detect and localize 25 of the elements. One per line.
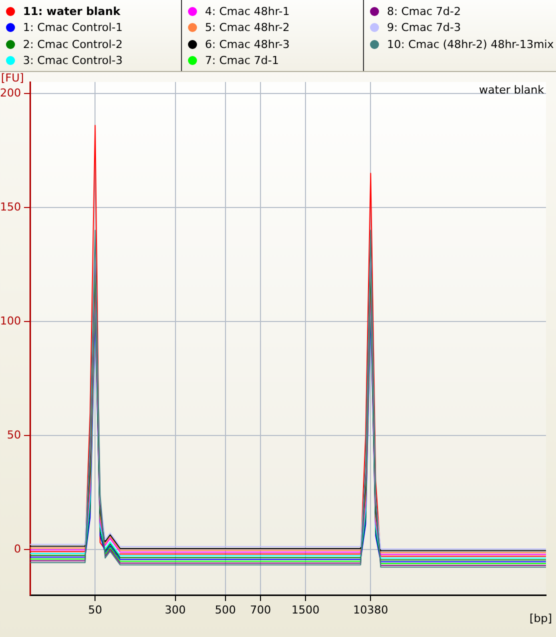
x-tick-label: 700	[250, 603, 271, 616]
legend-label: 4: Cmac 48hr-1	[205, 4, 290, 18]
legend-label: 2: Cmac Control-2	[23, 38, 123, 51]
x-axis-title: [bp]	[529, 612, 552, 625]
legend-label: 10: Cmac (48hr-2) 48hr-13mix	[387, 38, 554, 51]
x-tick-label: 50	[88, 603, 102, 616]
x-tick-label: 10380	[353, 603, 388, 616]
legend-label: 7: Cmac 7d-1	[205, 54, 279, 68]
legend-label: 11: water blank	[23, 4, 120, 18]
x-tick-label: 500	[214, 603, 236, 616]
y-tick-label: 50	[7, 428, 21, 442]
y-axis-title: [FU]	[1, 71, 24, 84]
legend-label: 3: Cmac Control-3	[23, 54, 123, 68]
y-tick-label: 150	[0, 200, 21, 214]
legend-label: 5: Cmac 48hr-2	[205, 21, 290, 34]
annotation: water blank	[479, 83, 545, 96]
y-tick-label: 0	[14, 542, 21, 556]
legend-label: 6: Cmac 48hr-3	[205, 38, 290, 51]
y-tick-label: 100	[0, 314, 21, 328]
x-tick-label: 300	[164, 603, 186, 616]
y-tick-label: 200	[0, 86, 21, 100]
legend-label: 9: Cmac 7d-3	[387, 21, 461, 34]
x-tick-label: 1500	[292, 603, 320, 616]
legend-label: 8: Cmac 7d-2	[387, 4, 461, 18]
legend-label: 1: Cmac Control-1	[23, 21, 123, 34]
